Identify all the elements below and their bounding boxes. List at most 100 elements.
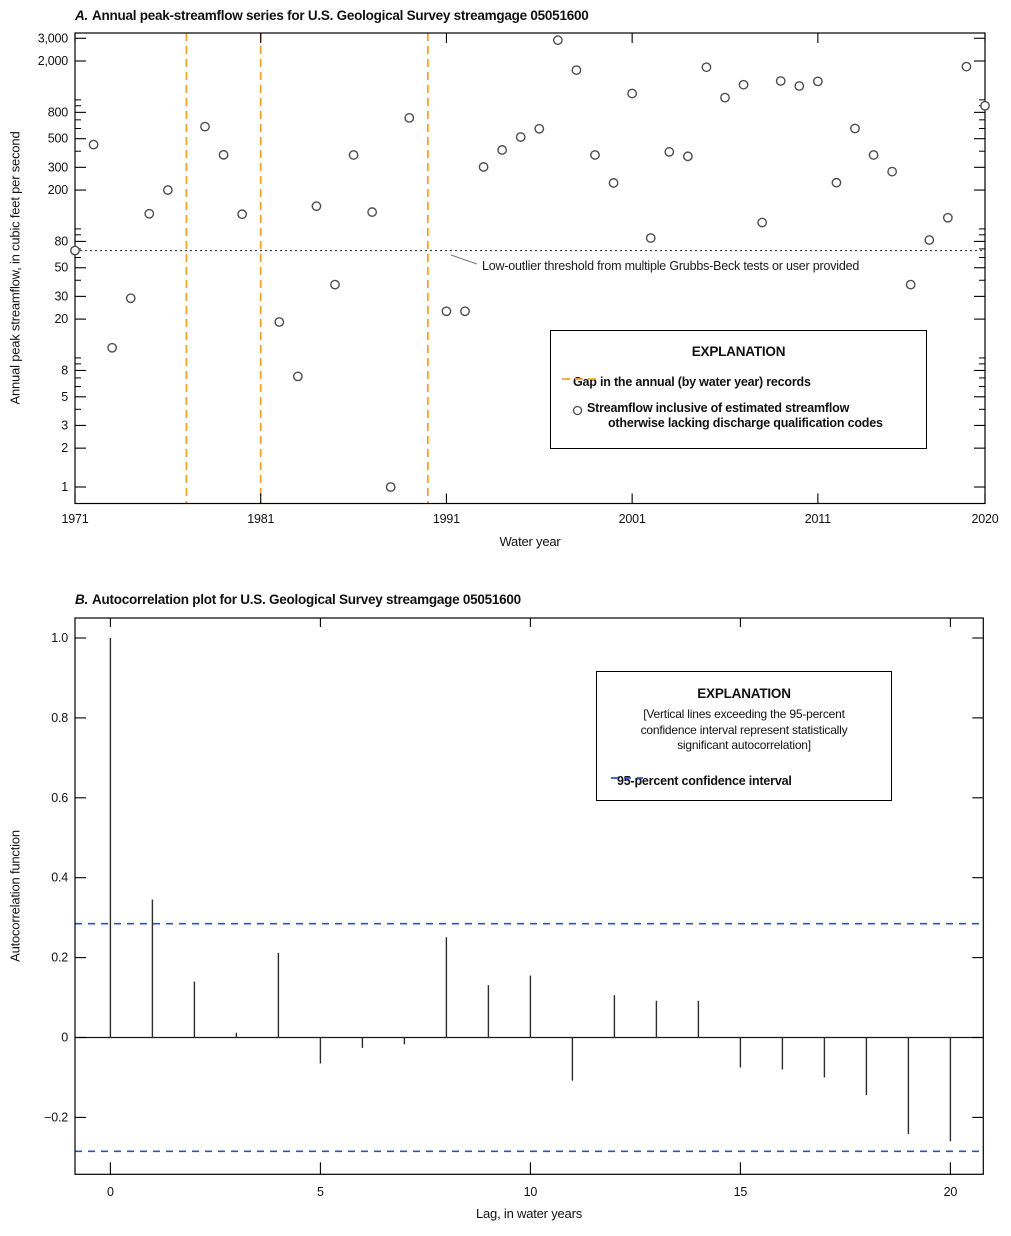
- panel-b-x-axis-label: Lag, in water years: [475, 1206, 583, 1221]
- panel-b-frame: [74, 617, 984, 1175]
- data-point: [942, 212, 953, 223]
- x-tick-label: 2011: [805, 512, 831, 526]
- data-point: [905, 279, 916, 290]
- legend-streamflow-label-line2: otherwise lacking discharge qualificatio…: [608, 416, 883, 430]
- y-tick-label: 50: [54, 261, 68, 275]
- y-tick-label: 8: [61, 363, 68, 377]
- y-tick-label: 0.4: [51, 871, 68, 885]
- x-tick-label: 5: [317, 1185, 324, 1199]
- data-point: [980, 100, 990, 111]
- y-tick-label: 800: [48, 105, 69, 119]
- data-point: [794, 81, 805, 91]
- panel-a-title-text: Annual peak-streamflow series for U.S. G…: [92, 8, 589, 23]
- data-point: [441, 306, 452, 317]
- y-tick-label: 3,000: [38, 31, 69, 45]
- data-point: [775, 76, 786, 86]
- y-tick-label: 200: [48, 183, 69, 197]
- y-tick-label: 0.6: [51, 791, 68, 805]
- data-point: [497, 145, 508, 155]
- x-tick-label: 1991: [433, 512, 460, 526]
- data-point: [162, 185, 173, 195]
- panel-a-title-prefix: A.: [75, 8, 88, 23]
- data-point: [868, 150, 879, 160]
- panel-a-legend-title: EXPLANATION: [691, 344, 786, 359]
- panel-a-y-axis-label: Annual peak streamflow, in cubic feet pe…: [7, 131, 23, 405]
- x-tick-label: 0: [107, 1185, 114, 1199]
- y-tick-label: 0.2: [51, 951, 68, 965]
- x-tick-label: 15: [734, 1185, 748, 1199]
- panel-a-plot: 3,000 2,000 800 500 300 200 80 50 30 20 8 5 3 2 1 1971 1…: [38, 31, 999, 526]
- data-point: [478, 162, 489, 172]
- legend-item-ci: 95-percent confidence interval: [610, 774, 792, 789]
- data-point: [515, 132, 526, 142]
- data-point: [664, 147, 675, 157]
- panel-b-title: B. Autocorrelation plot for U.S. Geologic…: [75, 592, 521, 607]
- y-tick-label: 20: [54, 312, 68, 326]
- y-tick-label: 80: [54, 234, 68, 248]
- x-tick-label: 1981: [247, 512, 274, 526]
- data-point: [144, 208, 155, 219]
- data-point: [720, 92, 730, 103]
- data-point: [738, 79, 749, 90]
- x-tick-label: 10: [524, 1185, 538, 1199]
- data-point: [812, 76, 823, 87]
- data-point: [70, 245, 80, 256]
- data-point: [645, 233, 656, 243]
- legend-item-streamflow: Streamflow inclusive of estimated stream…: [571, 401, 883, 431]
- data-point: [961, 61, 972, 72]
- panel-b-title-prefix: B.: [75, 592, 88, 607]
- data-point: [571, 65, 582, 76]
- data-point: [88, 139, 99, 150]
- y-tick-label: 0.8: [51, 711, 68, 725]
- data-point: [590, 150, 600, 160]
- data-point: [274, 317, 285, 327]
- data-point: [682, 151, 693, 162]
- gap-dash-sample-icon: [562, 378, 597, 380]
- data-point: [200, 121, 210, 132]
- x-tick-label: 20: [944, 1185, 958, 1199]
- ci-dash-sample-icon: [611, 777, 643, 779]
- data-point: [887, 166, 898, 177]
- data-point: [552, 35, 563, 46]
- y-tick-label: 2,000: [38, 54, 69, 68]
- data-point: [757, 217, 768, 228]
- data-point: [125, 293, 136, 304]
- y-tick-label: 0: [61, 1031, 68, 1045]
- panel-a-title: A. Annual peak-streamflow series for U.S.…: [75, 8, 589, 23]
- panel-b-title-text: Autocorrelation plot for U.S. Geological…: [92, 592, 521, 607]
- data-point: [107, 342, 118, 353]
- data-point: [924, 235, 935, 245]
- y-tick-label: −0.2: [44, 1110, 68, 1124]
- panel-b-legend: EXPLANATION [Vertical lines exceeding th…: [596, 671, 892, 801]
- x-tick-label: 1971: [61, 512, 88, 526]
- data-point: [404, 112, 415, 123]
- panel-a-x-axis-label: Water year: [499, 534, 561, 549]
- data-point: [534, 123, 545, 134]
- data-point: [292, 371, 303, 382]
- data-point: [385, 482, 396, 492]
- data-point: [831, 177, 842, 188]
- panel-b-plot: 1.0 0.8 0.6 0.4 0.2 0 −0.2 0 5 10 15 20: [44, 617, 984, 1199]
- data-point: [608, 178, 619, 188]
- y-tick-label: 2: [61, 441, 68, 455]
- panel-b-y-axis-label: Autocorrelation function: [7, 830, 23, 962]
- streamflow-marker-icon: [572, 405, 583, 416]
- data-point: [850, 123, 860, 134]
- y-tick-label: 3: [61, 418, 68, 432]
- data-point: [218, 149, 229, 160]
- data-point: [311, 201, 322, 212]
- data-point: [237, 209, 248, 220]
- y-tick-label: 30: [54, 289, 68, 303]
- data-point: [627, 88, 638, 99]
- y-tick-label: 5: [61, 390, 68, 404]
- legend-gap-label: Gap in the annual (by water year) record…: [573, 375, 811, 389]
- y-tick-label: 300: [48, 160, 69, 174]
- legend-item-gap: Gap in the annual (by water year) record…: [561, 375, 811, 390]
- data-point: [367, 207, 378, 217]
- panel-a-legend: EXPLANATION Gap in the annual (by water …: [550, 330, 927, 449]
- data-point: [330, 279, 340, 290]
- data-point: [701, 62, 712, 73]
- low-outlier-threshold-annotation: Low-outlier threshold from multiple Grub…: [482, 259, 860, 273]
